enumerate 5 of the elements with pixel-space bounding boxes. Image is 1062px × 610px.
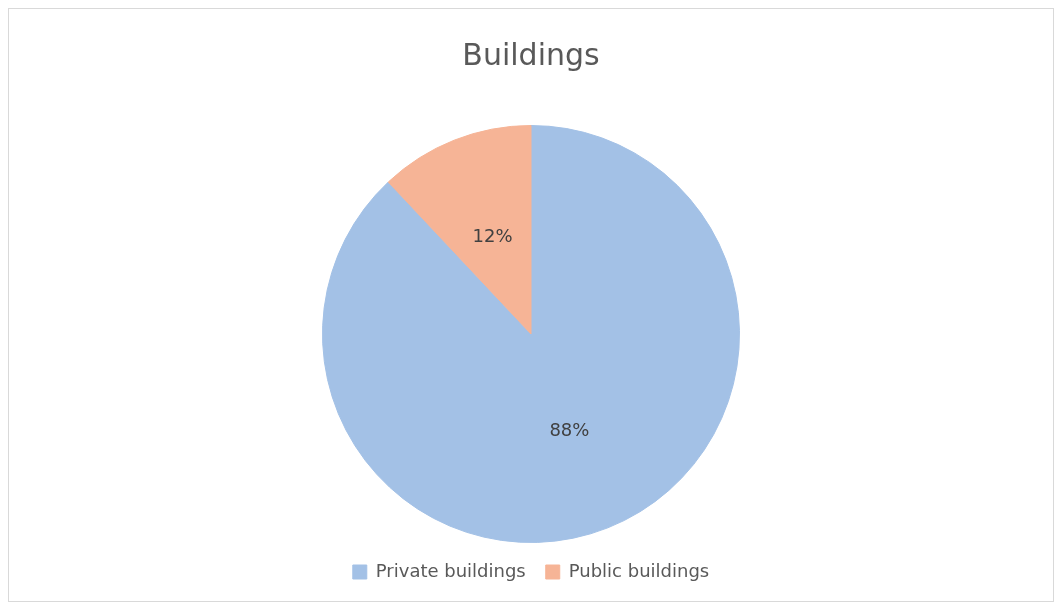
data-label: 12% [472,224,513,246]
chart-title: Buildings [462,36,600,72]
legend-label: Public buildings [568,559,710,581]
legend-label: Private buildings [375,559,526,581]
data-label: 88% [549,418,590,440]
